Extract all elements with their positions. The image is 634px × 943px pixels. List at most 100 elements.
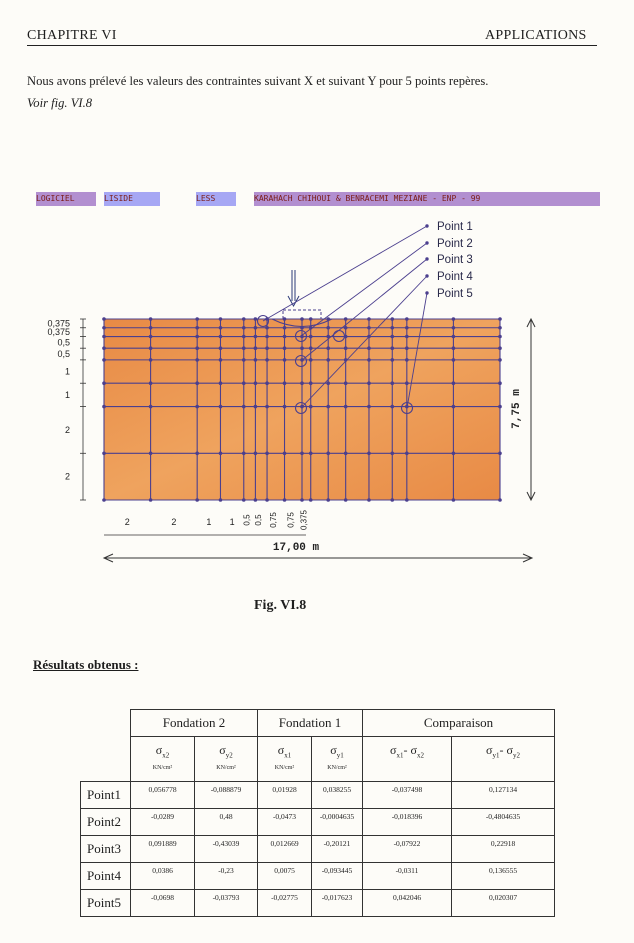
header-rule [27, 45, 597, 46]
mesh-node [367, 325, 371, 330]
point-label: Point 2 [437, 238, 473, 250]
mesh-node [367, 358, 371, 362]
mesh-node [367, 451, 371, 456]
mesh-node [367, 381, 371, 386]
sigma-subscript: x1 [284, 751, 292, 760]
sigma-subscript: x1 [396, 751, 404, 760]
mesh-node [390, 404, 395, 409]
mesh-node [343, 325, 348, 330]
mesh-node [253, 451, 258, 456]
table-cell: -0,0289 [130, 808, 195, 836]
mesh-node [148, 498, 153, 502]
table-cell: -0,088879 [194, 781, 258, 809]
mesh-node [195, 381, 199, 386]
table-cell: 0,0075 [257, 862, 312, 890]
bottom-dimension-label: 0,75 [269, 512, 278, 528]
mesh-node [498, 325, 502, 330]
software-bar-segment: KARAHACH CHIHOUI & BENRACEMI MEZIANE - E… [254, 192, 600, 206]
mesh-node [253, 498, 258, 502]
mesh-node [102, 381, 106, 386]
mesh-node [498, 346, 502, 350]
mesh-node [253, 334, 258, 339]
mesh-node [102, 404, 106, 409]
mesh-node [326, 498, 331, 502]
mesh-node [326, 451, 331, 456]
width-label: 17,00 m [273, 542, 320, 554]
bottom-dimension-label: 0,375 [299, 509, 308, 530]
mesh-node [326, 404, 331, 409]
mesh-node [308, 404, 313, 409]
leader-line [300, 242, 428, 337]
mesh-node [195, 346, 199, 350]
software-bar-segment: LESS [196, 192, 236, 206]
point-label: Point 1 [437, 221, 473, 233]
mesh-node [241, 404, 246, 409]
mesh-node [195, 334, 199, 339]
mesh-node [102, 317, 106, 321]
point-marker [400, 401, 414, 415]
mesh-node [390, 358, 395, 362]
mesh-node [265, 358, 269, 362]
left-dimension-label: 1 [65, 367, 70, 377]
mesh-node [218, 325, 223, 330]
bottom-dimension-label: 0,5 [243, 514, 252, 526]
table-cell: -0,017623 [311, 889, 363, 917]
mesh-node [326, 346, 331, 350]
sigma-symbol: - σ [403, 743, 417, 757]
mesh-node [253, 346, 258, 350]
point-marker [294, 401, 308, 415]
mesh-node [253, 358, 258, 362]
unit-label: KN/cm² [327, 765, 347, 771]
column-header: σy1 KN/cm² [311, 736, 363, 782]
sigma-subscript: y1 [492, 751, 500, 760]
mesh-node [102, 325, 106, 330]
row-label: Point4 [80, 862, 131, 890]
unit-label [452, 765, 554, 779]
table-row: Point1 0,056778 -0,088879 0,01928 0,038255 -0… [80, 781, 555, 809]
width-arrow-left [102, 553, 114, 563]
mesh-node [390, 498, 395, 502]
mesh-node [102, 498, 106, 502]
table-cell: -0,07922 [362, 835, 452, 863]
mesh-node [102, 334, 106, 339]
mesh-node [218, 346, 223, 350]
chapter-header: CHAPITRE VI [27, 28, 117, 43]
mesh-node [326, 325, 331, 330]
point-label: Point 5 [437, 288, 473, 300]
group-header: Fondation 1 [257, 709, 363, 737]
sigma-symbol: σ [219, 743, 226, 757]
mesh-node [148, 346, 153, 350]
mesh-node [148, 317, 153, 321]
figure-caption: Fig. VI.8 [254, 598, 307, 613]
left-dimension-label: 2 [65, 472, 70, 482]
leader-dot [425, 291, 429, 295]
table-cell: -0,03793 [194, 889, 258, 917]
mesh-node [405, 317, 409, 321]
load-arrow-head [287, 295, 300, 308]
table-cell: 0,091889 [130, 835, 195, 863]
left-dimension-label: 0,5 [57, 337, 70, 347]
results-table: Fondation 2 Fondation 1 Comparaison σx2 K… [80, 709, 555, 917]
table-cell: -0,018396 [362, 808, 452, 836]
mesh-node [282, 325, 287, 330]
sigma-symbol: σ [486, 743, 493, 757]
table-row: Point5 -0,0698 -0,03793 -0,02775 -0,017623 0,… [80, 889, 555, 917]
height-label: 7,75 m [511, 389, 523, 429]
mesh-node [451, 325, 456, 330]
bottom-dimension-label: 1 [230, 517, 235, 527]
mesh-node [451, 358, 456, 362]
mesh-node [282, 498, 287, 502]
leader-line [300, 275, 428, 409]
table-cell: 0,0386 [130, 862, 195, 890]
unit-label [363, 765, 451, 779]
point-marker [256, 314, 270, 328]
table-cell: 0,012669 [257, 835, 312, 863]
mesh-node [308, 498, 313, 502]
mesh-node [253, 404, 258, 409]
mesh-node [343, 317, 348, 321]
mesh-node [148, 334, 153, 339]
mesh-node [405, 498, 409, 502]
leader-dot [425, 257, 429, 261]
row-label: Point5 [80, 889, 131, 917]
mesh-node [390, 451, 395, 456]
